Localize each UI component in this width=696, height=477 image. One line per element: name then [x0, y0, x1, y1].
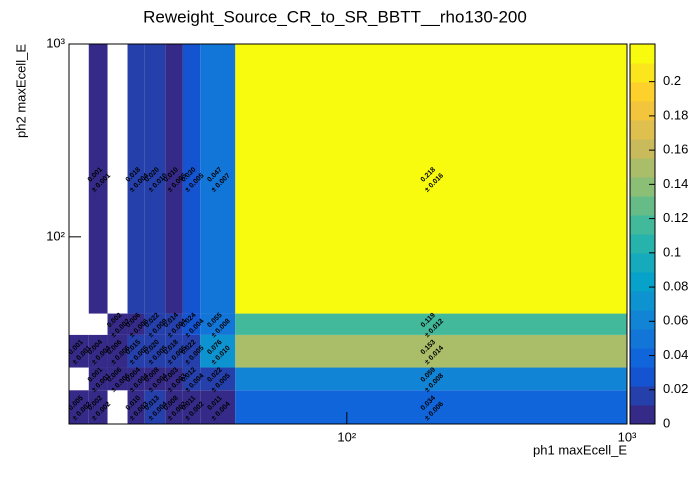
x-tick-label: 10² [337, 429, 356, 444]
cell [235, 313, 628, 335]
chart-title: Reweight_Source_CR_to_SR_BBTT__rho130-20… [143, 7, 527, 26]
cell [235, 367, 628, 391]
colorbar-band [630, 272, 655, 292]
cell [144, 44, 166, 314]
cell [165, 44, 183, 314]
cell [127, 367, 145, 391]
colorbar-band [630, 329, 655, 349]
cell [200, 390, 236, 424]
colorbar-band [630, 44, 655, 64]
cell [69, 334, 89, 368]
cell [107, 367, 128, 391]
x-tick-label: 10³ [618, 429, 637, 444]
y-tick-label: 10³ [46, 35, 65, 50]
cell [69, 390, 89, 424]
cell [182, 367, 201, 391]
cell [127, 44, 145, 314]
colorbar-tick-label: 0.02 [663, 381, 688, 396]
cell [235, 390, 628, 424]
colorbar-band [630, 63, 655, 83]
colorbar-tick-label: 0 [663, 415, 670, 430]
cell [200, 367, 236, 391]
cell [182, 334, 201, 368]
colorbar-band [630, 367, 655, 387]
colorbar-band [630, 386, 655, 406]
cell [144, 390, 166, 424]
colorbar-tick-label: 0.06 [663, 313, 688, 328]
colorbar-tick-label: 0.08 [663, 279, 688, 294]
cell [182, 313, 201, 335]
cell [200, 44, 236, 314]
colorbar-band [630, 196, 655, 216]
colorbar-band [630, 405, 655, 425]
colorbar-tick-label: 0.18 [663, 107, 688, 122]
colorbar-tick-label: 0.04 [663, 347, 688, 362]
cell [144, 334, 166, 368]
cell [182, 44, 201, 314]
cell [200, 334, 236, 368]
y-axis-label: ph2 maxEcell_E [13, 44, 28, 138]
colorbar-band [630, 177, 655, 197]
colorbar-band [630, 348, 655, 368]
cell [165, 390, 183, 424]
cell [165, 313, 183, 335]
cell [107, 334, 128, 368]
colorbar-band [630, 120, 655, 140]
cell [144, 367, 166, 391]
colorbar-tick-label: 0.1 [663, 244, 681, 259]
cell [182, 390, 201, 424]
cell [235, 44, 628, 314]
colorbar-band [630, 253, 655, 273]
colorbar-tick-label: 0.14 [663, 176, 688, 191]
colorbar-tick-label: 0.16 [663, 142, 688, 157]
colorbar-band [630, 158, 655, 178]
colorbar-band [630, 291, 655, 311]
y-tick-label: 10² [46, 228, 65, 243]
cell [165, 334, 183, 368]
cell [127, 390, 145, 424]
colorbar-band [630, 215, 655, 235]
colorbar-band [630, 139, 655, 159]
colorbar-band [630, 82, 655, 102]
colorbar-band [630, 101, 655, 121]
cell [127, 313, 145, 335]
cell [107, 313, 128, 335]
cell [235, 334, 628, 368]
cell [127, 334, 145, 368]
cell [144, 313, 166, 335]
cell [88, 390, 108, 424]
colorbar-frame [629, 43, 656, 425]
colorbar-band [630, 234, 655, 254]
cell [88, 334, 108, 368]
cell [88, 367, 108, 391]
colorbar-band [630, 310, 655, 330]
cell [165, 367, 183, 391]
colorbar-tick-label: 0.12 [663, 210, 688, 225]
plot-frame [68, 43, 628, 425]
x-axis-label: ph1 maxEcell_E [533, 442, 627, 457]
cell [88, 44, 108, 314]
colorbar-tick-label: 0.2 [663, 73, 681, 88]
cell [200, 313, 236, 335]
